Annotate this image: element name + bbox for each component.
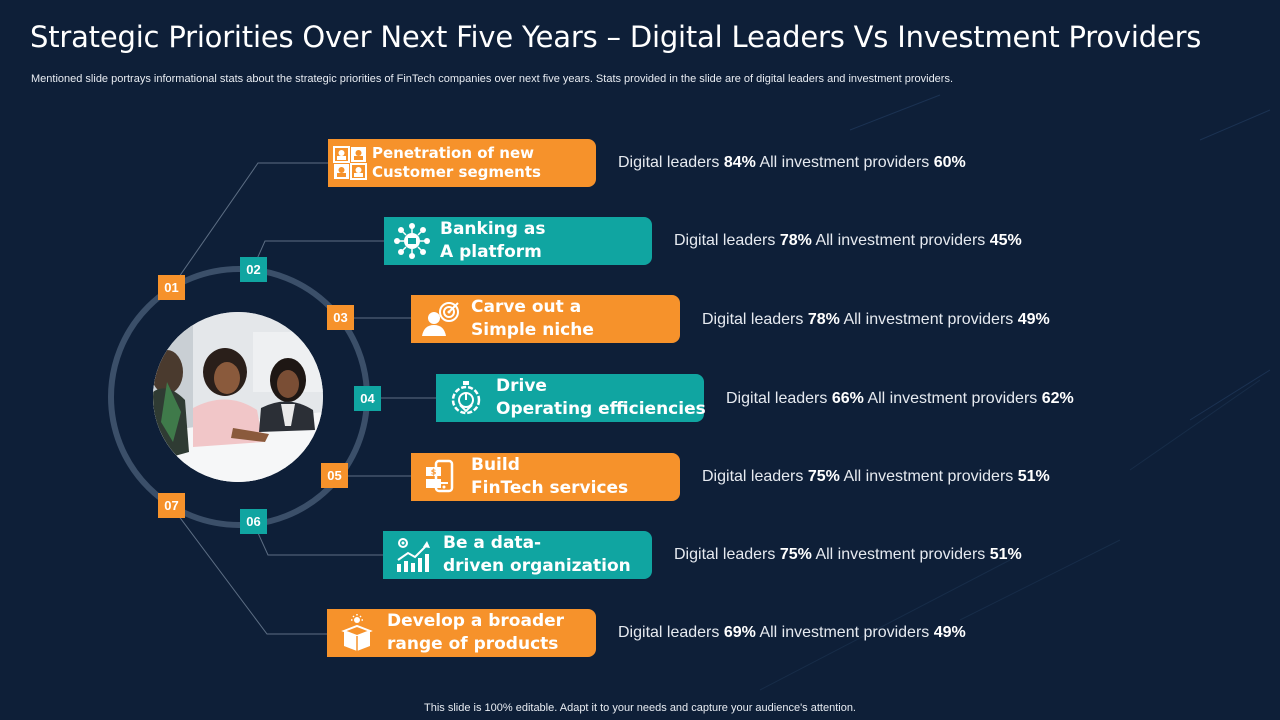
stat-row-06: Digital leaders 75% All investment provi… — [674, 546, 1022, 563]
step-number-04: 04 — [354, 386, 381, 411]
step-number-01: 01 — [158, 275, 185, 300]
stat-row-02: Digital leaders 78% All investment provi… — [674, 232, 1022, 249]
stat-row-03: Digital leaders 78% All investment provi… — [702, 311, 1050, 328]
priority-card-07: Develop a broader range of products — [327, 609, 596, 657]
customer-segments-icon — [328, 139, 372, 187]
step-number-06: 06 — [240, 509, 267, 534]
stat-row-07: Digital leaders 69% All investment provi… — [618, 624, 966, 641]
priority-card-02: Banking as A platform — [384, 217, 652, 265]
team-meeting-photo — [153, 312, 323, 482]
footer-note: This slide is 100% editable. Adapt it to… — [424, 702, 856, 714]
fintech-services-icon: $ — [411, 453, 471, 501]
priority-label-07: Develop a broader range of products — [387, 611, 565, 654]
priority-label-06: Be a data-driven organization — [443, 533, 631, 576]
page-subtitle: Mentioned slide portrays informational s… — [31, 73, 954, 85]
priority-label-04: Drive Operating efficiencies — [496, 376, 706, 419]
priority-label-03: Carve out a Simple niche — [471, 297, 594, 340]
stat-row-01: Digital leaders 84% All investment provi… — [618, 154, 966, 171]
page-title: Strategic Priorities Over Next Five Year… — [30, 20, 1202, 54]
priority-label-01: Penetration of new Customer segments — [372, 144, 541, 181]
efficiency-gauge-icon — [436, 374, 496, 422]
priority-card-05: $ Build FinTech services — [411, 453, 680, 501]
product-box-icon — [327, 609, 387, 657]
priority-card-04: Drive Operating efficiencies — [436, 374, 706, 422]
step-number-03: 03 — [327, 305, 354, 330]
step-number-07: 07 — [158, 493, 185, 518]
step-number-05: 05 — [321, 463, 348, 488]
priority-label-05: Build FinTech services — [471, 455, 629, 498]
stat-row-05: Digital leaders 75% All investment provi… — [702, 468, 1050, 485]
priority-card-06: Be a data-driven organization — [383, 531, 652, 579]
priority-label-02: Banking as A platform — [440, 219, 546, 262]
banking-network-icon — [384, 217, 440, 265]
growth-chart-icon — [383, 531, 443, 579]
step-number-02: 02 — [240, 257, 267, 282]
target-person-icon — [411, 295, 471, 343]
priority-card-01: Penetration of new Customer segments — [328, 139, 596, 187]
stat-row-04: Digital leaders 66% All investment provi… — [726, 390, 1074, 407]
svg-text:$: $ — [431, 468, 437, 477]
priority-card-03: Carve out a Simple niche — [411, 295, 680, 343]
